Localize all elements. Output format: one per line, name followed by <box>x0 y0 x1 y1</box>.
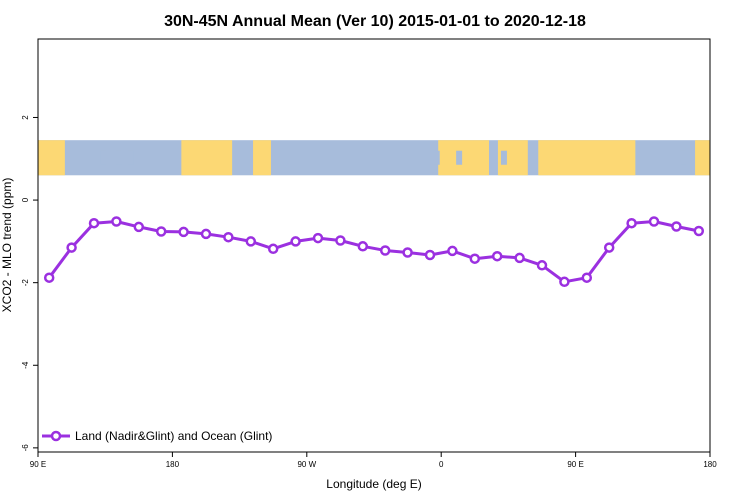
data-point <box>536 260 548 271</box>
data-point <box>626 217 637 229</box>
data-point <box>223 231 234 243</box>
map-land-region <box>181 140 233 176</box>
y-tick-label: 2 <box>21 115 30 120</box>
map-land-region <box>38 140 65 176</box>
data-point <box>648 216 660 227</box>
map-land-region <box>538 140 636 176</box>
legend: Land (Nadir&Glint) and Ocean (Glint) <box>42 429 272 443</box>
data-point <box>581 272 593 283</box>
y-tick-label: -2 <box>21 279 30 287</box>
map-ocean-inlet <box>680 150 687 165</box>
x-tick-label: 180 <box>166 460 180 469</box>
data-point <box>290 236 301 247</box>
map-land-region <box>695 140 710 176</box>
data-point <box>491 250 503 262</box>
y-tick-label: -4 <box>21 361 30 369</box>
data-point <box>245 236 257 247</box>
x-tick-label: 90 E <box>30 460 46 469</box>
legend-marker-swatch <box>50 430 62 442</box>
map-ocean-inlet <box>500 150 507 165</box>
data-point <box>469 253 481 264</box>
y-tick-label: 0 <box>21 197 30 202</box>
x-axis: 90 E 180 90 W 0 90 E 180 <box>30 452 717 469</box>
x-tick-label: 90 W <box>297 460 316 469</box>
map-land-region <box>253 140 271 176</box>
data-point <box>693 225 705 237</box>
plot-frame <box>37 38 711 453</box>
map-land-region <box>438 140 489 176</box>
y-axis-label: XCO2 - MLO trend (ppm) <box>0 178 14 313</box>
data-point <box>111 216 122 227</box>
data-point <box>357 241 369 252</box>
data-point <box>312 232 324 244</box>
data-point <box>335 235 346 246</box>
data-point <box>559 276 570 288</box>
data-point <box>88 217 100 229</box>
data-point <box>402 247 413 258</box>
map-ocean-inlet <box>433 150 440 165</box>
map-ocean-inlet <box>115 150 122 165</box>
data-point <box>267 243 279 255</box>
data-point <box>379 245 391 256</box>
chart-title: 30N-45N Annual Mean (Ver 10) 2015-01-01 … <box>164 13 586 30</box>
x-tick-label: 180 <box>703 460 717 469</box>
data-point <box>514 252 525 264</box>
map-ocean-inlet <box>127 150 134 165</box>
data-point <box>43 272 55 283</box>
data-point <box>447 245 458 257</box>
data-point <box>603 242 615 253</box>
x-tick-label: 90 E <box>567 460 583 469</box>
data-point <box>671 221 682 232</box>
world-map-strip <box>38 140 710 176</box>
data-point <box>424 249 436 261</box>
legend-label: Land (Nadir&Glint) and Ocean (Glint) <box>75 429 272 443</box>
data-point <box>178 226 189 238</box>
series-line <box>47 220 700 284</box>
data-point <box>66 242 77 253</box>
y-axis: 2 0 -2 -4 -6 <box>21 115 38 452</box>
series-layer <box>43 216 705 288</box>
x-axis-label: Longitude (deg E) <box>326 477 421 491</box>
x-tick-label: 0 <box>439 460 444 469</box>
data-point <box>200 228 212 240</box>
data-point <box>155 226 167 237</box>
y-tick-label: -6 <box>21 444 30 452</box>
data-point <box>133 221 145 233</box>
map-ocean-inlet <box>456 150 463 165</box>
map-ocean-inlet <box>100 150 107 165</box>
